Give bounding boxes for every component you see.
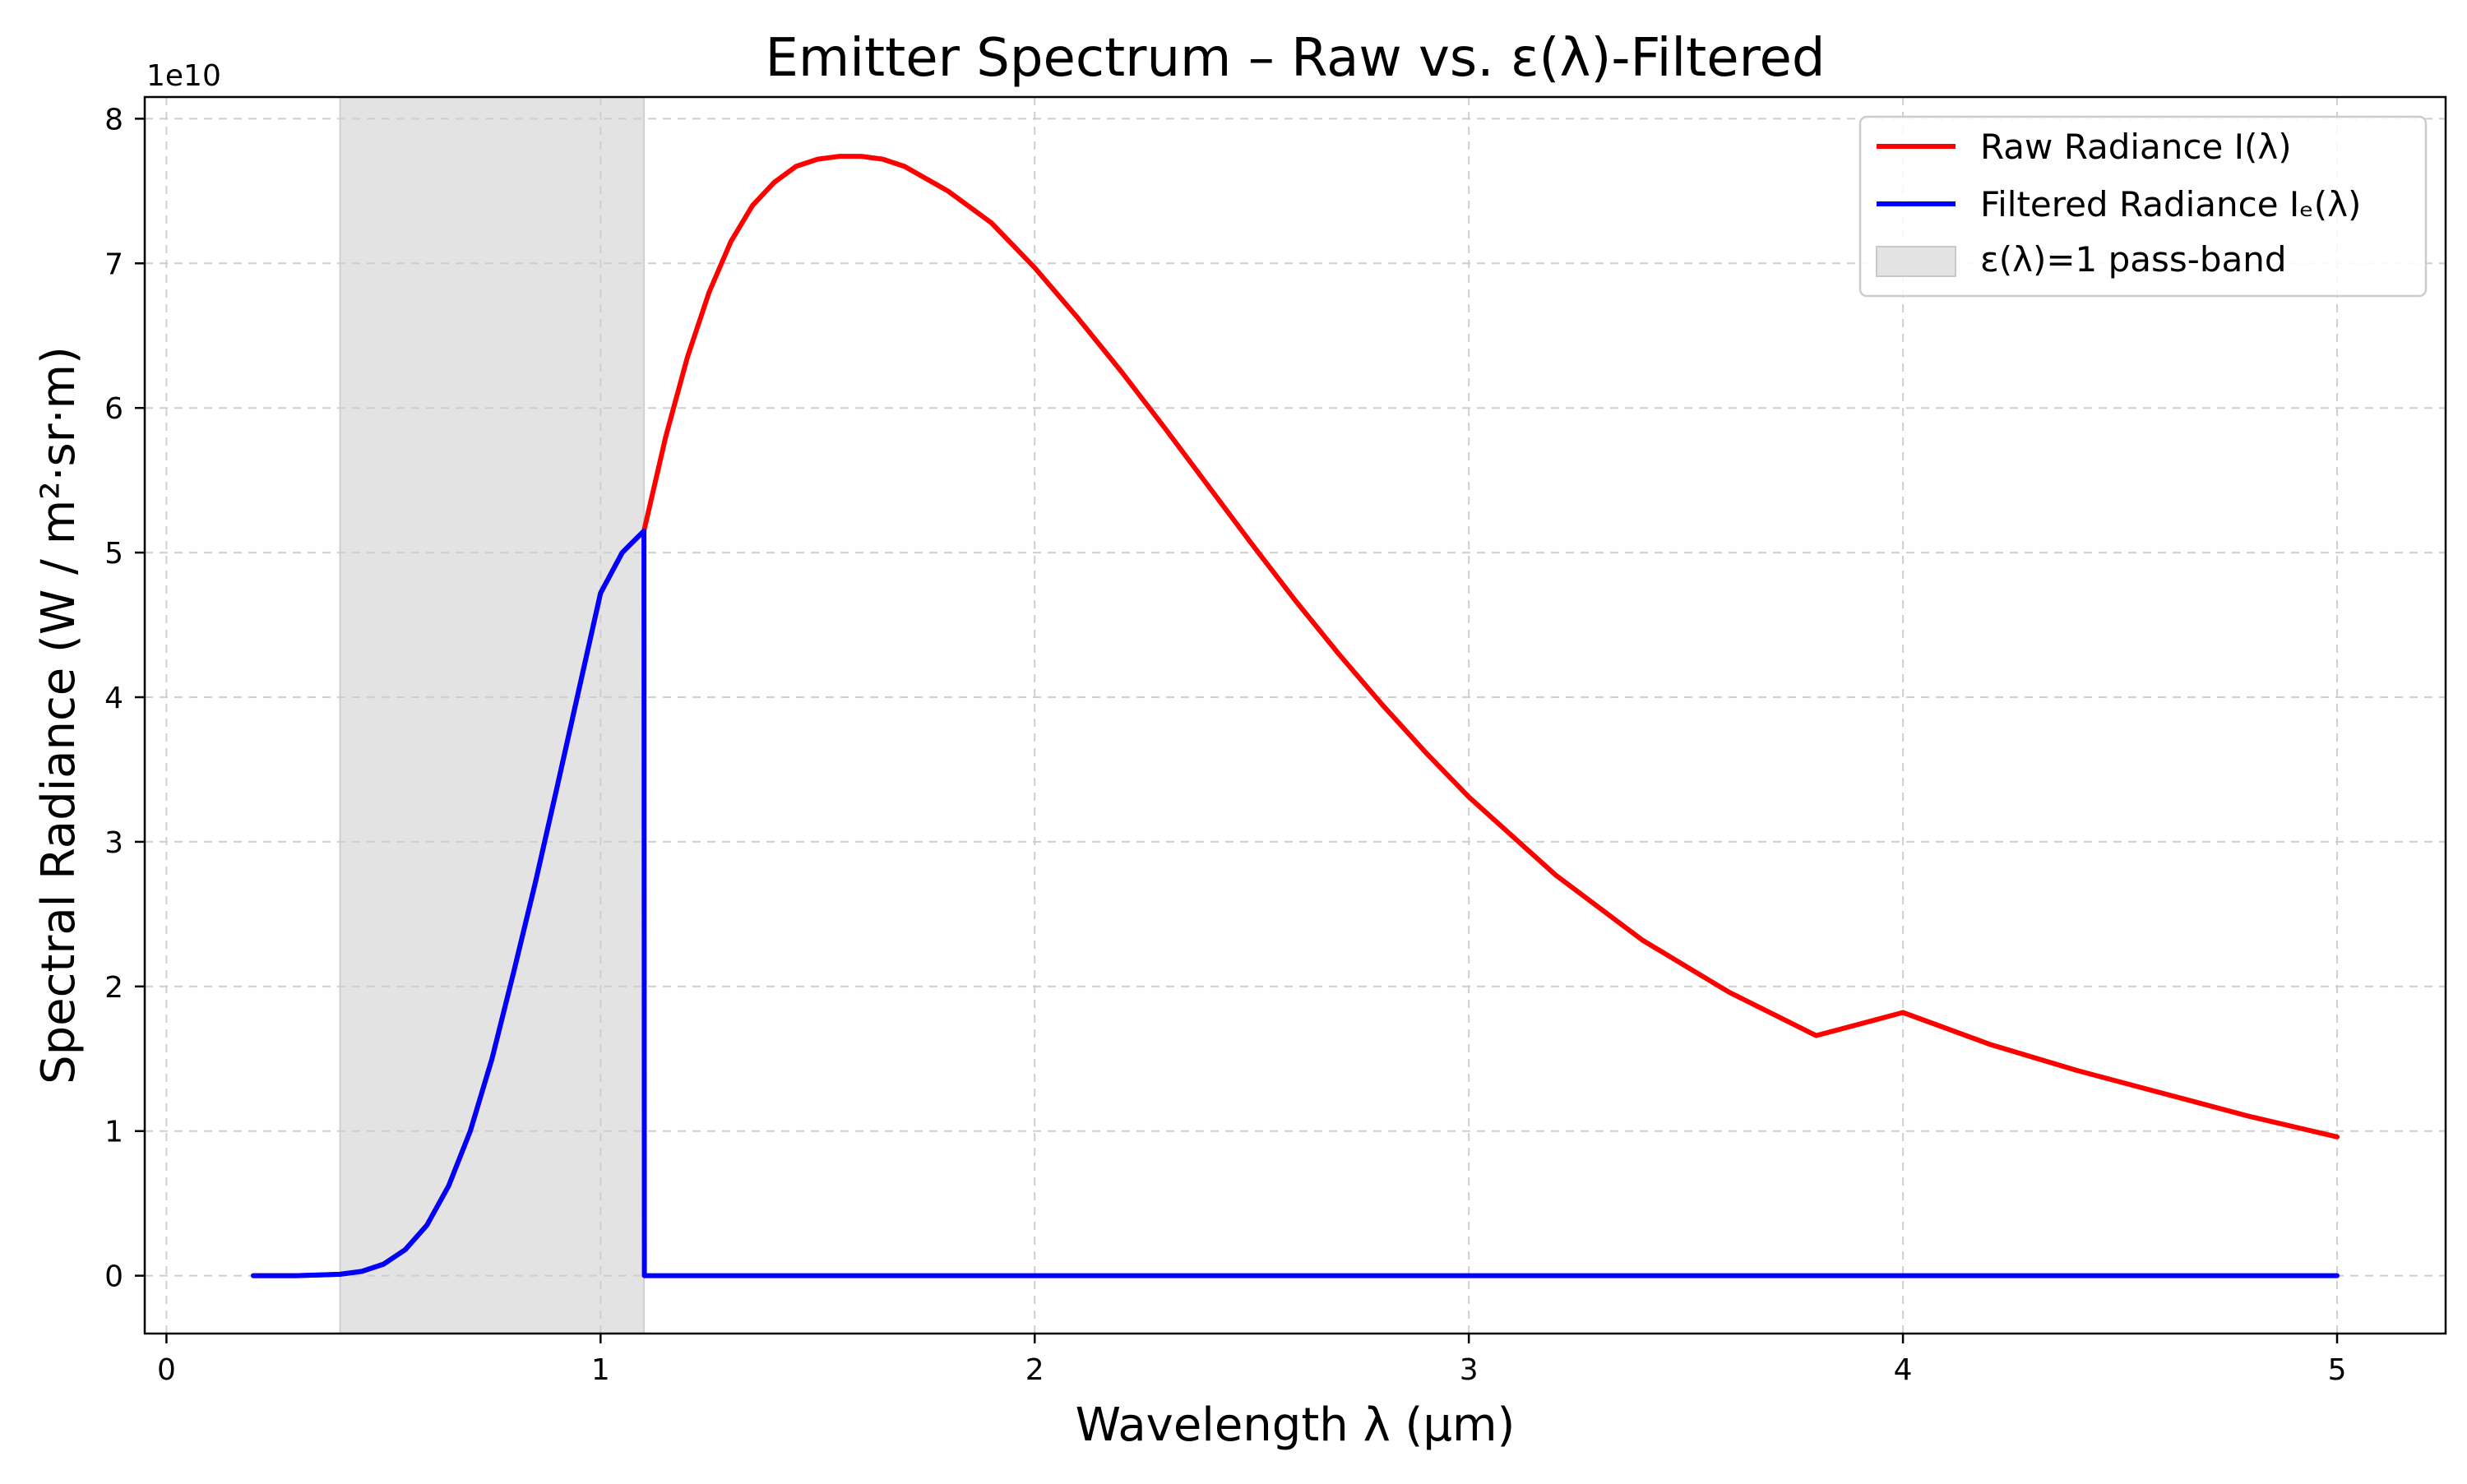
pass-band-layer (339, 96, 646, 1334)
y-tick-label-5: 5 (104, 537, 123, 571)
x-tick-label-5: 5 (2328, 1353, 2347, 1387)
y-axis-label: Spectral Radiance (W / m²·sr·m) (32, 346, 86, 1084)
y-tick-label-8: 8 (104, 103, 123, 136)
y-tick-label-7: 7 (104, 247, 123, 281)
legend-frame (1858, 115, 2428, 298)
y-offset-text: 1e10 (146, 59, 221, 93)
chart-title: Emitter Spectrum – Raw vs. ε(λ)-Filtered (765, 28, 1825, 89)
legend-label-filtered: Filtered Radiance Iₑ(λ) (1980, 184, 2361, 224)
pass-band-region (339, 96, 646, 1334)
ticks-layer: 0 1 2 3 4 5 0 1 2 3 4 5 6 7 8 (104, 103, 2346, 1387)
legend-label-pass-band: ε(λ)=1 pass-band (1980, 239, 2287, 280)
x-tick-label-2: 2 (1025, 1353, 1044, 1387)
y-tick-label-2: 2 (104, 971, 123, 1005)
x-tick-label-4: 4 (1894, 1353, 1913, 1387)
legend-label-raw: Raw Radiance I(λ) (1980, 127, 2292, 167)
x-tick-label-1: 1 (591, 1353, 610, 1387)
legend: Raw Radiance I(λ) Filtered Radiance Iₑ(λ… (1858, 115, 2428, 298)
y-tick-label-3: 3 (104, 826, 123, 860)
x-tick-label-0: 0 (157, 1353, 176, 1387)
x-tick-label-3: 3 (1460, 1353, 1479, 1387)
series-layer (251, 154, 2340, 1278)
series-filtered-radiance-line (251, 528, 2340, 1278)
y-tick-label-6: 6 (104, 392, 123, 426)
y-tick-label-4: 4 (104, 682, 123, 715)
x-axis-label: Wavelength λ (μm) (1076, 1398, 1516, 1452)
legend-swatch-pass-band (1876, 246, 1956, 277)
y-tick-label-0: 0 (104, 1260, 123, 1294)
y-tick-label-1: 1 (104, 1116, 123, 1149)
plot-frame (143, 95, 2447, 1335)
